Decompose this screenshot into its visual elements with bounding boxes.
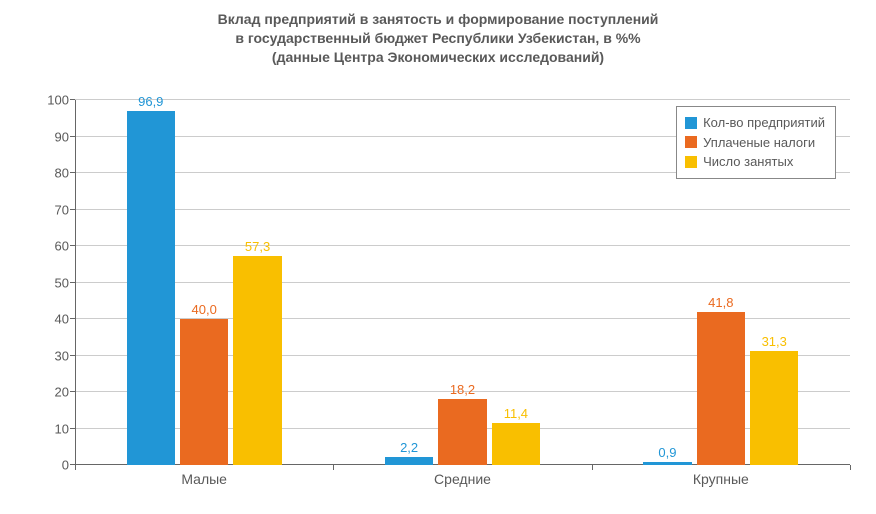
y-tick-label: 20 — [55, 385, 75, 400]
bar: 31,3 — [750, 351, 798, 465]
bar: 2,2 — [385, 457, 433, 465]
chart-title-line3: (данные Центра Экономических исследовани… — [0, 48, 876, 67]
bar-value-label: 18,2 — [450, 382, 475, 399]
bar-value-label: 96,9 — [138, 94, 163, 111]
legend-swatch — [685, 117, 697, 129]
y-tick-label: 90 — [55, 129, 75, 144]
x-tick-mark — [333, 465, 334, 470]
x-tick-label: Средние — [434, 465, 491, 487]
x-tick-mark — [850, 465, 851, 470]
bar-value-label: 40,0 — [192, 302, 217, 319]
y-tick-label: 50 — [55, 275, 75, 290]
chart-title-line1: Вклад предприятий в занятость и формиров… — [0, 10, 876, 29]
bar-value-label: 2,2 — [400, 440, 418, 457]
bar: 18,2 — [438, 399, 486, 465]
legend-label: Уплаченые налоги — [703, 133, 815, 153]
y-tick-label: 40 — [55, 312, 75, 327]
bar: 40,0 — [180, 319, 228, 465]
legend-label: Кол-во предприятий — [703, 113, 825, 133]
y-tick-label: 70 — [55, 202, 75, 217]
x-tick-label: Малые — [181, 465, 227, 487]
legend-swatch — [685, 156, 697, 168]
x-tick-mark — [75, 465, 76, 470]
legend-swatch — [685, 136, 697, 148]
legend-item: Число занятых — [685, 152, 825, 172]
y-tick-label: 80 — [55, 166, 75, 181]
y-tick-label: 10 — [55, 421, 75, 436]
bar-value-label: 11,4 — [504, 406, 528, 423]
bar: 11,4 — [492, 423, 540, 465]
y-tick-label: 100 — [47, 93, 75, 108]
y-tick-label: 30 — [55, 348, 75, 363]
bar-value-label: 57,3 — [245, 239, 270, 256]
bar-value-label: 31,3 — [762, 334, 787, 351]
legend-label: Число занятых — [703, 152, 793, 172]
chart-title: Вклад предприятий в занятость и формиров… — [0, 0, 876, 67]
legend-item: Кол-во предприятий — [685, 113, 825, 133]
bar: 96,9 — [127, 111, 175, 465]
bar: 41,8 — [697, 312, 745, 465]
y-tick-label: 0 — [62, 458, 75, 473]
bar-value-label: 41,8 — [708, 295, 733, 312]
x-tick-label: Крупные — [693, 465, 749, 487]
bar-value-label: 0,9 — [658, 445, 676, 462]
bar: 57,3 — [233, 256, 281, 465]
legend-item: Уплаченые налоги — [685, 133, 825, 153]
chart-title-line2: в государственный бюджет Республики Узбе… — [0, 29, 876, 48]
x-tick-mark — [592, 465, 593, 470]
bar: 0,9 — [643, 462, 691, 465]
chart-plot-area: 0102030405060708090100Малые96,940,057,3С… — [75, 100, 850, 465]
legend: Кол-во предприятийУплаченые налогиЧисло … — [676, 106, 836, 179]
y-tick-label: 60 — [55, 239, 75, 254]
